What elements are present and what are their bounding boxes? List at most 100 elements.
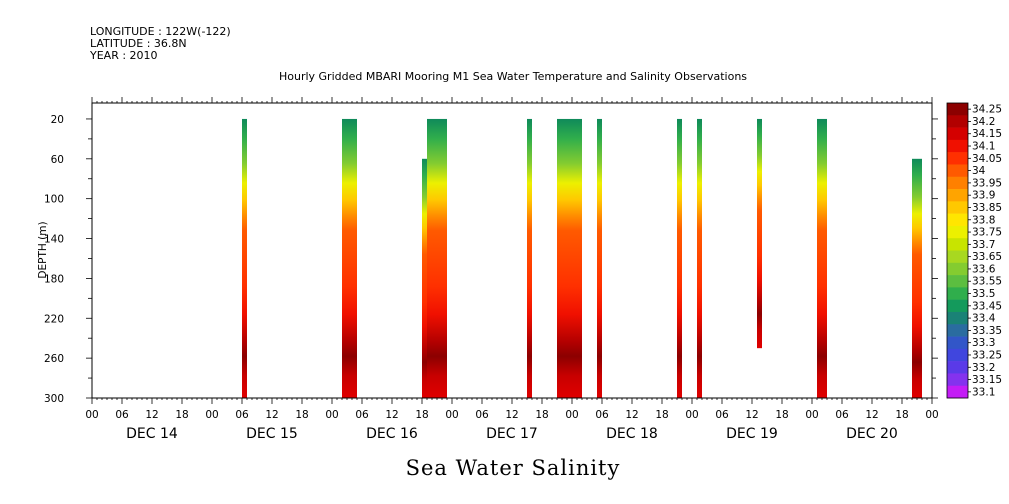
colorbar-label: 33.3 bbox=[972, 337, 995, 349]
x-hour-label: 06 bbox=[115, 409, 129, 421]
colorbar-label: 33.4 bbox=[972, 313, 996, 325]
x-hour-label: 06 bbox=[715, 409, 729, 421]
salinity-column-0 bbox=[242, 118, 247, 398]
x-hour-label: 12 bbox=[625, 409, 638, 421]
colorbar-label: 34.1 bbox=[972, 141, 995, 153]
colorbar-swatch bbox=[947, 115, 968, 128]
colorbar-label: 33.95 bbox=[972, 177, 1002, 189]
colorbar-swatch bbox=[947, 213, 968, 227]
x-hour-label: 00 bbox=[445, 409, 458, 421]
x-hour-label: 18 bbox=[895, 409, 908, 421]
x-hour-label: 00 bbox=[925, 409, 938, 421]
colorbar-label: 33.7 bbox=[972, 239, 995, 251]
y-tick-label: 260 bbox=[44, 353, 64, 365]
y-tick-label: 300 bbox=[44, 393, 64, 405]
colorbar-swatch bbox=[947, 103, 968, 116]
colorbar-swatch bbox=[947, 238, 968, 251]
data-columns bbox=[242, 118, 922, 398]
x-day-label: DEC 19 bbox=[726, 426, 778, 442]
x-hour-label: 06 bbox=[595, 409, 609, 421]
colorbar-frame bbox=[946, 102, 969, 399]
x-day-label: DEC 20 bbox=[846, 426, 898, 442]
salinity-column-3 bbox=[427, 118, 447, 398]
colorbar-swatch bbox=[947, 385, 968, 399]
y-axis: 20 60 100 140 180 220 260 300 bbox=[44, 114, 938, 405]
year-label: YEAR : 2010 bbox=[89, 49, 158, 62]
colorbar-swatch bbox=[947, 139, 968, 153]
colorbar-swatch bbox=[947, 164, 968, 178]
x-hour-label: 06 bbox=[355, 409, 369, 421]
x-hour-label: 00 bbox=[205, 409, 218, 421]
x-hour-label: 00 bbox=[325, 409, 338, 421]
y-axis-label: DEPTH (m) bbox=[37, 221, 49, 278]
x-hour-label: 12 bbox=[145, 409, 158, 421]
plot-area: 00 06 12 18 00 06 12 18 00 06 12 18 00 06 12 18 00 06 12 18… bbox=[44, 97, 939, 442]
colorbar-label: 34.25 bbox=[972, 104, 1002, 116]
colorbar-label: 33.5 bbox=[972, 288, 995, 300]
colorbar: 34.2534.234.1534.134.053433.9533.933.853… bbox=[946, 102, 1002, 399]
x-hour-label: 06 bbox=[235, 409, 249, 421]
colorbar-swatch bbox=[947, 189, 968, 202]
y-tick-label: 180 bbox=[44, 273, 64, 285]
colorbar-swatch bbox=[947, 348, 968, 362]
x-hour-label: 12 bbox=[505, 409, 518, 421]
colorbar-label: 33.45 bbox=[972, 300, 1002, 312]
x-day-label: DEC 17 bbox=[486, 426, 538, 442]
x-day-label: DEC 14 bbox=[126, 426, 178, 442]
colorbar-swatch bbox=[947, 336, 968, 350]
colorbar-label: 33.55 bbox=[972, 276, 1002, 288]
latitude-label: LATITUDE : 36.8N bbox=[90, 37, 187, 50]
x-hour-label: 00 bbox=[565, 409, 578, 421]
colorbar-label: 33.1 bbox=[972, 386, 995, 398]
x-hour-label: 12 bbox=[265, 409, 278, 421]
salinity-column-2 bbox=[422, 158, 427, 398]
x-hour-label: 18 bbox=[295, 409, 308, 421]
x-hour-label: 18 bbox=[175, 409, 188, 421]
x-hour-label: 00 bbox=[685, 409, 698, 421]
colorbar-label: 34.2 bbox=[972, 116, 995, 128]
x-axis: 00 06 12 18 00 06 12 18 00 06 12 18 00 06 12 18 00 06 12 18… bbox=[85, 97, 939, 442]
chart-title: Hourly Gridded MBARI Mooring M1 Sea Wate… bbox=[279, 70, 747, 83]
colorbar-label: 33.9 bbox=[972, 190, 995, 202]
y-tick-label: 140 bbox=[44, 234, 64, 246]
x-day-label: DEC 16 bbox=[366, 426, 418, 442]
x-hour-label: 12 bbox=[385, 409, 398, 421]
salinity-column-9 bbox=[757, 118, 762, 349]
colorbar-label: 33.6 bbox=[972, 263, 996, 275]
colorbar-swatch bbox=[947, 287, 968, 300]
salinity-column-11 bbox=[912, 158, 922, 398]
salinity-column-8 bbox=[697, 118, 702, 398]
salinity-column-10 bbox=[817, 118, 827, 398]
plot-frame bbox=[91, 102, 933, 399]
salinity-column-1 bbox=[342, 118, 357, 398]
colorbar-swatch bbox=[947, 324, 968, 337]
colorbar-swatch bbox=[947, 176, 968, 190]
colorbar-label: 34 bbox=[972, 165, 986, 177]
x-day-label: DEC 15 bbox=[246, 426, 298, 442]
colorbar-swatch bbox=[947, 225, 968, 239]
longitude-label: LONGITUDE : 122W(-122) bbox=[90, 25, 231, 38]
x-hour-label: 00 bbox=[85, 409, 98, 421]
x-hour-label: 18 bbox=[535, 409, 548, 421]
colorbar-swatch bbox=[947, 152, 968, 165]
x-hour-label: 18 bbox=[415, 409, 428, 421]
colorbar-swatch bbox=[947, 373, 968, 387]
x-hour-label: 18 bbox=[775, 409, 788, 421]
y-tick-label: 20 bbox=[51, 114, 64, 126]
x-hour-label: 06 bbox=[835, 409, 849, 421]
x-hour-label: 12 bbox=[865, 409, 878, 421]
salinity-column-7 bbox=[677, 118, 682, 398]
colorbar-swatch bbox=[947, 311, 968, 325]
y-tick-label: 220 bbox=[44, 313, 64, 325]
salinity-column-6 bbox=[597, 118, 602, 398]
colorbar-swatch bbox=[947, 299, 968, 313]
colorbar-swatch bbox=[947, 201, 968, 214]
colorbar-label: 34.15 bbox=[972, 128, 1002, 140]
x-day-label: DEC 18 bbox=[606, 426, 658, 442]
colorbar-label: 34.05 bbox=[972, 153, 1002, 165]
colorbar-label: 33.65 bbox=[972, 251, 1002, 263]
x-hour-label: 18 bbox=[655, 409, 668, 421]
colorbar-label: 33.35 bbox=[972, 325, 1002, 337]
colorbar-label: 33.8 bbox=[972, 214, 995, 226]
